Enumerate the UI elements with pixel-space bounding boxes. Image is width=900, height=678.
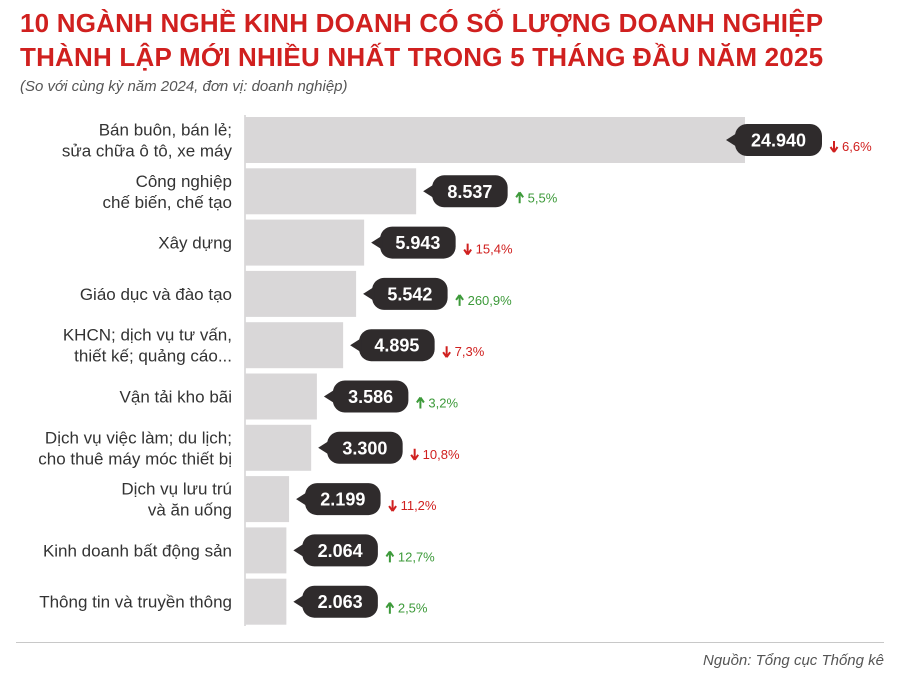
category-label-8-line-2: và ăn uống (148, 501, 232, 520)
value-label-3: 5.943 (395, 233, 440, 253)
change-label-8: 11,2% (401, 498, 437, 513)
chart-subtitle: (So với cùng kỳ năm 2024, đơn vị: doanh … (20, 78, 348, 95)
change-label-6: 3,2% (428, 396, 458, 411)
value-label-9: 2.064 (318, 541, 363, 561)
bar-5 (245, 322, 344, 369)
value-bubble-9 (302, 534, 378, 567)
bar-2 (245, 168, 417, 215)
bar-8 (245, 476, 290, 523)
bar-1 (245, 117, 745, 163)
category-label-7-line-2: cho thuê máy móc thiết bị (38, 449, 232, 468)
value-label-4: 5.542 (387, 284, 432, 304)
value-bubble-pointer-3 (371, 235, 383, 250)
change-arrow-down-icon-5 (442, 346, 451, 358)
change-label-1: 6,6% (842, 139, 872, 154)
change-arrow-down-icon-3 (463, 243, 472, 256)
value-bubble-pointer-2 (423, 184, 435, 199)
value-bubble-pointer-9 (293, 543, 305, 558)
change-label-2: 5,5% (528, 190, 558, 205)
bar-9 (245, 527, 287, 574)
footer-divider (16, 642, 884, 643)
value-label-6: 3.586 (348, 387, 393, 407)
category-label-2-line-1: Công nghiệp (136, 172, 232, 191)
value-bubble-pointer-6 (323, 389, 335, 404)
value-bubble-pointer-10 (293, 594, 305, 609)
category-label-5-line-1: KHCN; dịch vụ tư vấn, (63, 326, 232, 345)
change-label-9: 12,7% (398, 549, 435, 564)
change-arrow-down-icon-8 (388, 500, 397, 512)
chart-title-line-1: 10 NGÀNH NGHỀ KINH DOANH CÓ SỐ LƯỢNG DOA… (20, 8, 824, 38)
value-label-1: 24.940 (751, 131, 806, 151)
bar-10 (245, 578, 287, 625)
change-arrow-up-icon-4 (455, 294, 464, 306)
value-bubble-10 (302, 585, 378, 618)
value-label-7: 3.300 (342, 438, 387, 458)
value-bubble-2 (432, 175, 508, 208)
category-label-8-line-1: Dịch vụ lưu trú (121, 480, 232, 499)
category-label-6-line-1: Vận tải kho bãi (120, 388, 232, 407)
category-label-9-line-1: Kinh doanh bất động sản (43, 541, 232, 560)
value-bubble-4 (372, 277, 448, 310)
bar-7 (245, 424, 312, 471)
value-bubble-1 (735, 124, 822, 156)
value-bubble-pointer-7 (318, 440, 330, 455)
category-label-10-line-1: Thông tin và truyền thông (39, 593, 232, 612)
category-label-3-line-1: Xây dựng (158, 234, 232, 253)
chart-title: 10 NGÀNH NGHỀ KINH DOANH CÓ SỐ LƯỢNG DOA… (20, 6, 890, 74)
value-bubble-7 (327, 431, 403, 464)
change-arrow-up-icon-2 (515, 191, 524, 204)
category-label-2-line-2: chế biến, chế tạo (103, 193, 232, 212)
value-bubble-pointer-1 (726, 133, 737, 147)
value-bubble-pointer-4 (363, 286, 375, 301)
category-label-5-line-2: thiết kế; quảng cáo... (74, 347, 232, 366)
value-bubble-6 (332, 380, 409, 413)
value-label-10: 2.063 (318, 592, 363, 612)
category-label-7-line-1: Dịch vụ việc làm; du lịch; (45, 428, 232, 447)
change-arrow-down-icon-7 (410, 448, 419, 461)
category-label-1-line-1: Bán buôn, bán lẻ; (99, 121, 232, 140)
value-label-5: 4.895 (374, 336, 419, 356)
change-label-3: 15,4% (476, 242, 513, 257)
bar-6 (245, 373, 317, 420)
value-bubble-5 (359, 329, 435, 362)
value-label-2: 8.537 (447, 182, 492, 202)
bar-3 (245, 219, 365, 266)
bar-4 (245, 270, 357, 317)
value-bubble-8 (305, 483, 381, 516)
value-bubble-3 (380, 226, 456, 259)
change-arrow-up-icon-6 (416, 396, 425, 409)
value-bubble-pointer-5 (350, 338, 362, 353)
source-note: Nguồn: Tổng cục Thống kê (703, 652, 884, 669)
category-label-4-line-1: Giáo dục và đào tạo (80, 285, 232, 304)
value-bubble-pointer-8 (296, 492, 308, 507)
change-label-7: 10,8% (423, 447, 460, 462)
change-arrow-up-icon-9 (385, 550, 395, 563)
change-label-5: 7,3% (455, 344, 485, 359)
category-label-1-line-2: sửa chữa ô tô, xe máy (62, 142, 233, 161)
chart-title-line-2: THÀNH LẬP MỚI NHIỀU NHẤT TRONG 5 THÁNG Đ… (20, 42, 824, 72)
value-label-8: 2.199 (320, 490, 365, 510)
change-arrow-down-icon-1 (829, 141, 839, 153)
change-arrow-up-icon-10 (385, 602, 395, 614)
change-label-4: 260,9% (468, 293, 513, 308)
change-label-10: 2,5% (398, 601, 428, 616)
